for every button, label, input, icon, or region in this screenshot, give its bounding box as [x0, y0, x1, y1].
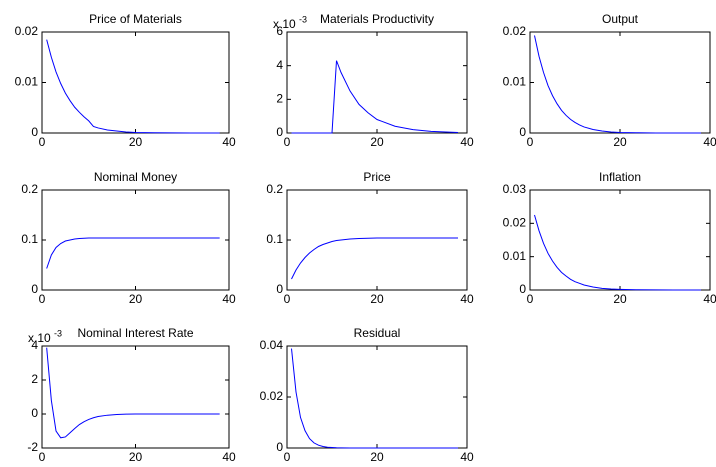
line — [46, 237, 220, 269]
line — [291, 237, 458, 280]
x-tick-label: 0 — [284, 450, 291, 464]
x-tick-label: 40 — [460, 292, 474, 306]
line — [534, 35, 701, 134]
chart-title: Nominal Interest Rate — [77, 326, 193, 340]
x-tick-label: 40 — [460, 135, 474, 149]
line — [46, 39, 220, 134]
y-tick-label: 0 — [276, 282, 283, 296]
x-tick-label: 40 — [222, 292, 236, 306]
x-tick-label: 40 — [222, 135, 236, 149]
x-tick-label: 0 — [39, 450, 46, 464]
subplot: 0 20 40 0 0.02 0.04 Residual — [260, 326, 474, 464]
subplot: 0 20 40 0 0.1 0.2 Nominal Money — [21, 170, 236, 306]
subplot: 0 20 40 0 0.01 0.02 Price of Materials — [15, 12, 236, 149]
x-tick-label: 0 — [527, 292, 534, 306]
x-tick-label: 20 — [129, 450, 143, 464]
y-tick-label: 0.2 — [266, 182, 283, 196]
axes-box — [286, 189, 468, 291]
x-tick-label: 20 — [129, 292, 143, 306]
subplot: 0 20 40 0 0.1 0.2 Price — [266, 170, 474, 306]
x-tick-label: 0 — [284, 292, 291, 306]
subplot: 0 20 40 0 0.01 0.02 0.03 Inflation — [503, 170, 716, 306]
y-tick-label: 0.02 — [15, 24, 39, 38]
y-tick-label: 0.1 — [266, 232, 283, 246]
x-tick-label: 0 — [39, 292, 46, 306]
x-tick-label: 0 — [527, 135, 534, 149]
x-tick-label: 20 — [370, 450, 384, 464]
y-tick-label: 6 — [276, 24, 283, 38]
x-tick-label: 40 — [222, 450, 236, 464]
x-tick-label: 40 — [703, 292, 716, 306]
exponent: -3 — [54, 328, 62, 338]
y-tick-label: 0.02 — [260, 389, 284, 403]
x-tick-label: 0 — [39, 135, 46, 149]
y-tick-label: 2 — [31, 372, 38, 386]
y-tick-label: 0.02 — [503, 24, 527, 38]
chart-title: Price — [363, 170, 391, 184]
y-tick-label: 0.01 — [503, 249, 527, 263]
y-tick-label: 0 — [31, 282, 38, 296]
chart-title: Nominal Money — [94, 170, 177, 184]
axes-box — [529, 31, 711, 134]
y-tick-label: 4 — [31, 338, 38, 352]
chart-title: Price of Materials — [89, 12, 182, 26]
axes-box — [286, 31, 468, 134]
line — [291, 60, 459, 134]
axes-box — [41, 345, 230, 449]
y-tick-label: 0 — [31, 406, 38, 420]
x-tick-label: 40 — [460, 450, 474, 464]
exponent: -3 — [299, 14, 307, 24]
subplot: 0 20 40 0 0.01 0.02 Output — [503, 12, 716, 149]
x-tick-label: 20 — [370, 135, 384, 149]
y-tick-label: 0.01 — [15, 75, 39, 89]
y-tick-label: 0 — [276, 440, 283, 454]
y-tick-label: 0.2 — [21, 182, 38, 196]
y-tick-label: 2 — [276, 92, 283, 106]
y-tick-label: 0.02 — [503, 216, 527, 230]
subplot: 0 20 40 0 2 4 6x 10 -3 Materials Productivity — [273, 12, 474, 149]
x-tick-label: 20 — [370, 292, 384, 306]
y-tick-label: 0 — [31, 125, 38, 139]
y-tick-label: 4 — [276, 58, 283, 72]
axes-box — [286, 345, 468, 449]
axes-box — [529, 189, 711, 291]
chart-title: Output — [602, 12, 639, 26]
line — [534, 214, 701, 291]
line — [291, 348, 458, 449]
y-tick-label: 0 — [519, 282, 526, 296]
line — [46, 347, 220, 439]
y-tick-label: -2 — [27, 440, 38, 454]
y-tick-label: 0.04 — [260, 338, 284, 352]
x-tick-label: 40 — [703, 135, 716, 149]
axes-box — [41, 31, 230, 134]
y-tick-label: 0.1 — [21, 232, 38, 246]
chart-title: Inflation — [599, 170, 641, 184]
x-tick-label: 0 — [284, 135, 291, 149]
exponent-label: x 10 — [28, 331, 51, 345]
y-tick-label: 0.03 — [503, 182, 527, 196]
chart-title: Materials Productivity — [320, 12, 434, 26]
x-tick-label: 20 — [613, 292, 627, 306]
x-tick-label: 20 — [613, 135, 627, 149]
y-tick-label: 0 — [276, 125, 283, 139]
y-tick-label: 0 — [519, 125, 526, 139]
exponent-label: x 10 — [273, 17, 296, 31]
chart-title: Residual — [354, 326, 401, 340]
y-tick-label: 0.01 — [503, 75, 527, 89]
x-tick-label: 20 — [129, 135, 143, 149]
